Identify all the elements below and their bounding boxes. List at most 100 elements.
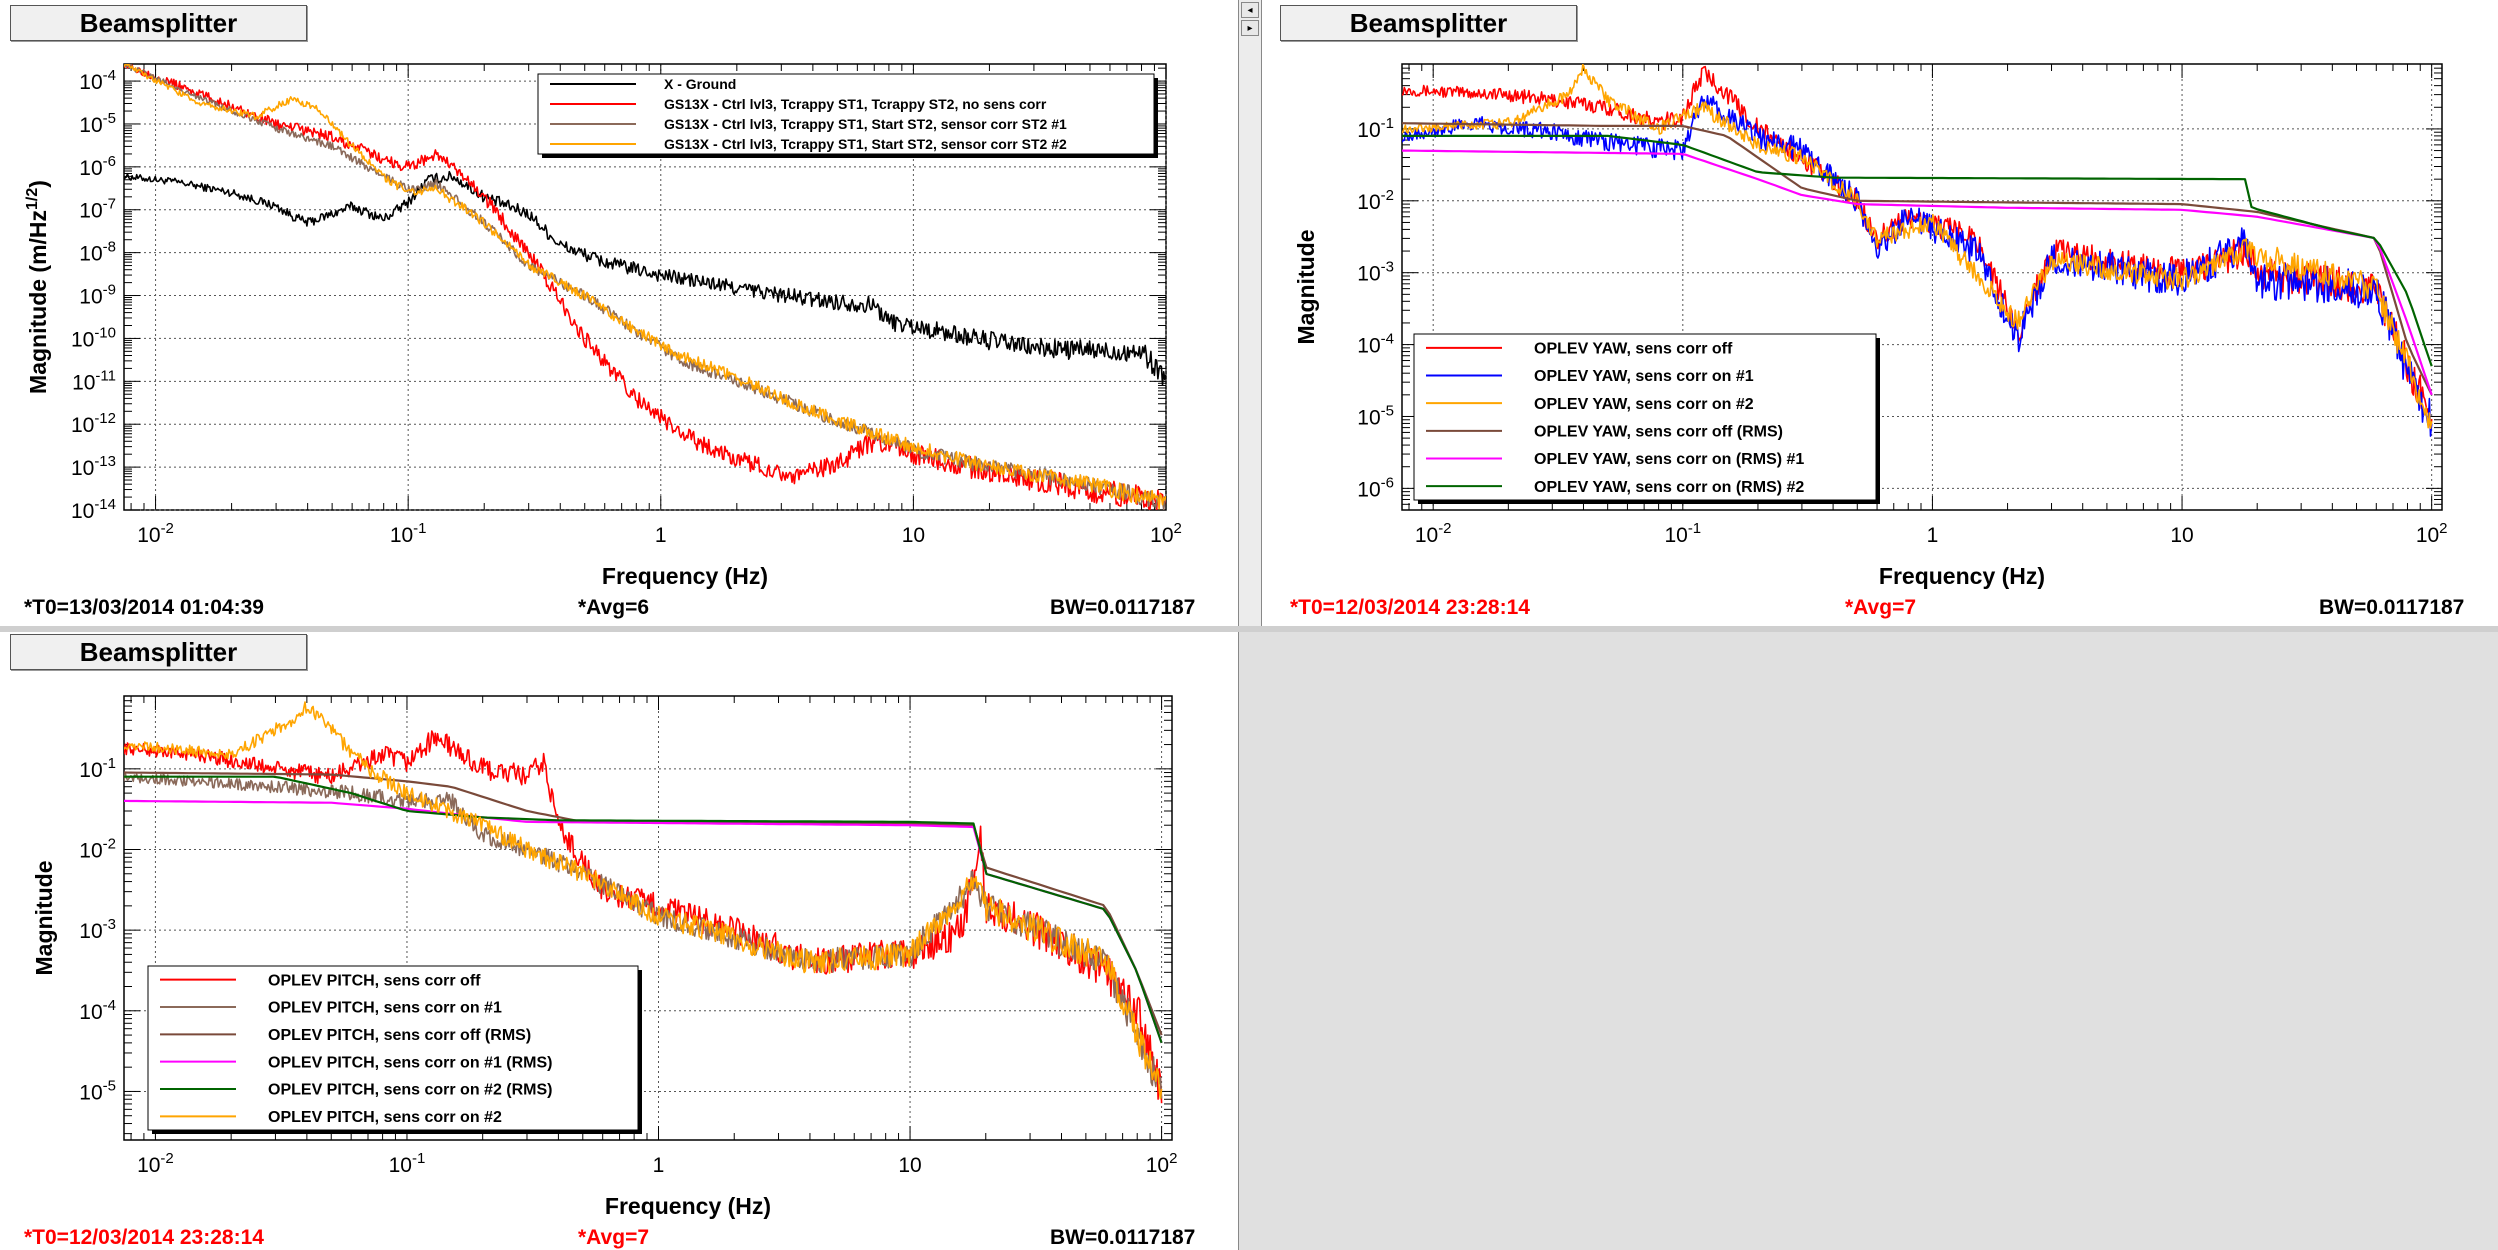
y-axis-label: Magnitude (m/Hz1/2)	[24, 180, 51, 394]
y-tick-label: 10-4	[1357, 331, 1394, 358]
legend-box	[1413, 333, 1877, 501]
legend-label: OPLEV YAW, sens corr on (RMS) #1	[1534, 451, 1804, 468]
legend-label: OPLEV YAW, sens corr off	[1534, 340, 1733, 357]
vertical-splitter[interactable]	[1238, 0, 1262, 626]
y-tick-label: 10-1	[1357, 115, 1394, 142]
x-tick-label: 10	[2170, 524, 2193, 547]
series-line-5	[124, 775, 1163, 1044]
panel-2-avg: *Avg=7	[1845, 596, 1917, 619]
y-tick-label: 10-5	[1357, 402, 1394, 429]
horizontal-splitter[interactable]	[0, 626, 2498, 632]
panel-1-avg: *Avg=6	[578, 596, 650, 619]
y-tick-label: 10-13	[71, 453, 116, 480]
legend-box	[537, 73, 1155, 155]
y-axis-label: Magnitude	[1293, 230, 1319, 345]
legend-label: OPLEV PITCH, sens corr off	[268, 972, 481, 989]
plot-panel-3: Beamsplitter 10-2 10-1 1 10 102 10-1 10-2 10-3 1…	[0, 632, 1238, 1250]
chart-3-svg[interactable]: 10-2 10-1 1 10 102 10-1 10-2 10-3 10-4 10-5 Freque…	[0, 632, 1238, 1230]
y-tick-label: 10-6	[1357, 474, 1394, 501]
series-line-5	[1402, 149, 2433, 396]
legend-label: OPLEV PITCH, sens corr off (RMS)	[268, 1027, 531, 1044]
legend-label: OPLEV PITCH, sens corr on #2	[268, 1109, 502, 1126]
y-tick-label: 10-3	[79, 916, 116, 943]
legend-label: OPLEV YAW, sens corr on #1	[1534, 368, 1754, 385]
series-line-1	[124, 730, 1163, 1104]
legend-label: GS13X - Ctrl lvl3, Tcrappy ST1, Tcrappy …	[664, 96, 1047, 112]
panel-2-t0: *T0=12/03/2014 23:28:14	[1290, 596, 1530, 619]
series-group	[124, 701, 1163, 1104]
legend-label: GS13X - Ctrl lvl3, Tcrappy ST1, Start ST…	[664, 116, 1067, 132]
chart-2-svg[interactable]: 10-2 10-1 1 10 102 10-1 10-2 10-3 10-4 10-5 10-6 Fr…	[1262, 0, 2498, 600]
y-tick-label: 10-2	[1357, 187, 1394, 214]
x-axis-label: Frequency (Hz)	[605, 1193, 771, 1219]
series-group	[1402, 64, 2433, 437]
legend-label: X - Ground	[664, 76, 736, 92]
x-tick-label: 10	[902, 524, 925, 547]
y-tick-label: 10-4	[79, 67, 116, 94]
scroll-left-button[interactable]: ◂	[1241, 2, 1259, 18]
scroll-right-button[interactable]: ▸	[1241, 20, 1259, 36]
plot-panel-2: Beamsplitter 10-2 10-1 1 10 102 10-1 10-2 10-3 1…	[1262, 0, 2498, 626]
series-line-3	[1402, 64, 2433, 429]
x-tick-label: 10-2	[1415, 520, 1452, 547]
legend-label: OPLEV PITCH, sens corr on #1	[268, 1000, 502, 1017]
x-tick-label: 102	[2416, 520, 2448, 547]
y-tick-label: 10-5	[79, 110, 116, 137]
series-line-6	[124, 701, 1163, 1100]
x-tick-label: 10-1	[1664, 520, 1701, 547]
x-tick-label: 10-2	[137, 1150, 174, 1177]
legend: OPLEV YAW, sens corr off OPLEV YAW, sens …	[1413, 333, 1880, 504]
series-line-2	[124, 64, 1166, 510]
panel-3-title[interactable]: Beamsplitter	[10, 634, 307, 670]
legend-label: OPLEV YAW, sens corr on (RMS) #2	[1534, 479, 1804, 496]
panel-1-bw: BW=0.0117187	[1050, 596, 1196, 619]
x-tick-label: 1	[653, 1154, 665, 1177]
x-tick-label: 10	[898, 1154, 921, 1177]
x-tick-label: 1	[655, 524, 667, 547]
y-tick-label: 10-3	[1357, 259, 1394, 286]
x-tick-label: 102	[1150, 520, 1182, 547]
empty-pad	[1238, 632, 2498, 1250]
y-tick-label: 10-12	[71, 410, 116, 437]
y-tick-label: 10-14	[71, 496, 116, 523]
y-tick-label: 10-10	[71, 324, 116, 351]
y-tick-label: 10-9	[79, 282, 116, 309]
panel-3-bw: BW=0.0117187	[1050, 1226, 1196, 1249]
plot-panel-1: Beamsplitter 10-2 10-1 1 10 102 10-4 10-5 10-6 1…	[0, 0, 1238, 626]
y-tick-label: 10-5	[79, 1077, 116, 1104]
legend: X - Ground GS13X - Ctrl lvl3, Tcrappy ST1…	[537, 73, 1158, 158]
y-tick-label: 10-4	[79, 997, 116, 1024]
x-axis-label: Frequency (Hz)	[1879, 563, 2045, 589]
series-line-1	[124, 170, 1166, 386]
panel-2-title[interactable]: Beamsplitter	[1280, 5, 1577, 41]
x-tick-label: 10-1	[389, 1150, 426, 1177]
y-tick-label: 10-6	[79, 153, 116, 180]
chart-1-svg[interactable]: 10-2 10-1 1 10 10210-410-510-610-710-810-910…	[0, 0, 1238, 600]
x-tick-label: 10-2	[137, 520, 174, 547]
panel-3-t0: *T0=12/03/2014 23:28:14	[24, 1226, 264, 1249]
panel-1-title[interactable]: Beamsplitter	[10, 5, 307, 41]
x-tick-label: 102	[1146, 1150, 1178, 1177]
x-tick-label: 1	[1927, 524, 1939, 547]
series-group	[124, 64, 1166, 510]
y-axis-label: Magnitude	[31, 861, 57, 976]
legend: OPLEV PITCH, sens corr off OPLEV PITCH, s…	[147, 965, 642, 1134]
legend-label: OPLEV PITCH, sens corr on #1 (RMS)	[268, 1054, 553, 1071]
legend-label: OPLEV YAW, sens corr on #2	[1534, 396, 1754, 413]
y-tick-label: 10-11	[72, 367, 116, 394]
y-tick-label: 10-2	[79, 835, 116, 862]
series-line-4	[124, 64, 1166, 510]
legend-label: OPLEV PITCH, sens corr on #2 (RMS)	[268, 1082, 553, 1099]
x-tick-label: 10-1	[390, 520, 427, 547]
legend-label: GS13X - Ctrl lvl3, Tcrappy ST1, Start ST…	[664, 136, 1067, 152]
y-tick-label: 10-7	[79, 196, 116, 223]
y-tick-label: 10-8	[79, 239, 116, 266]
panel-1-t0: *T0=13/03/2014 01:04:39	[24, 596, 264, 619]
series-line-2	[1402, 95, 2433, 437]
legend-box	[147, 965, 639, 1131]
y-tick-label: 10-1	[79, 755, 116, 782]
panel-2-bw: BW=0.0117187	[2319, 596, 2465, 619]
series-line-6	[1402, 134, 2433, 367]
panel-3-avg: *Avg=7	[578, 1226, 650, 1249]
series-line-4	[1402, 122, 2433, 396]
